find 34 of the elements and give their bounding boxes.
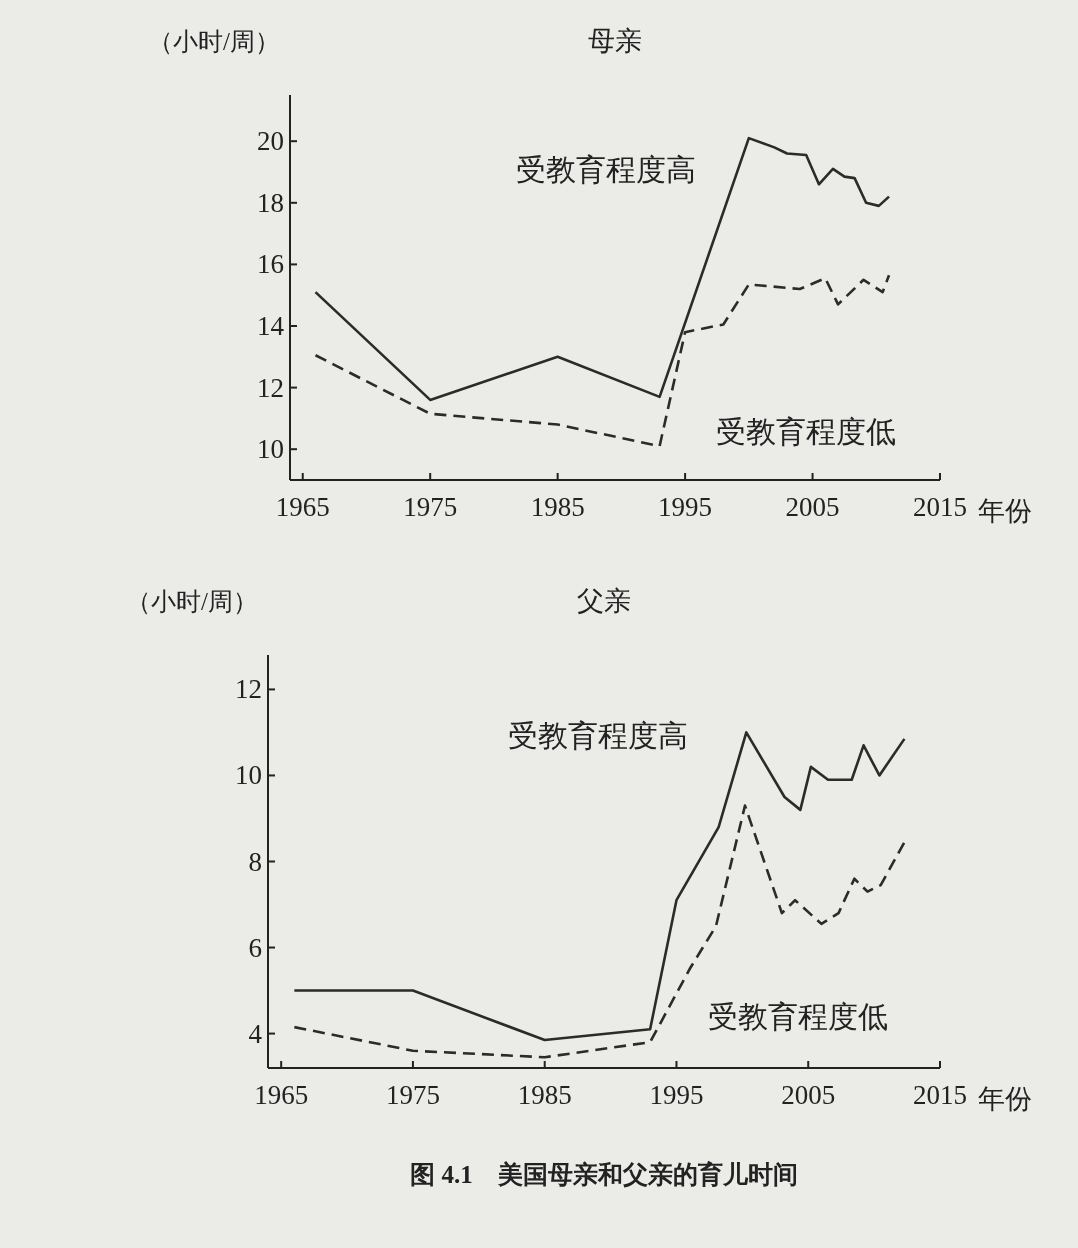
series-label: 受教育程度低 — [715, 414, 896, 448]
x-tick-label: 2015 — [913, 492, 967, 522]
y-tick-label: 14 — [257, 311, 285, 341]
x-tick-label: 1995 — [649, 1080, 704, 1110]
x-axis-title: 年份 — [978, 496, 1032, 526]
x-tick-label: 1985 — [517, 1080, 572, 1110]
x-tick-label: 1995 — [658, 492, 713, 522]
y-tick-label: 16 — [257, 249, 284, 280]
series-label: 受教育程度低 — [708, 999, 889, 1033]
y-tick-label: 6 — [248, 932, 262, 963]
x-tick-label: 2015 — [913, 1080, 967, 1110]
chart-title: 父亲 — [577, 586, 631, 616]
series-label: 受教育程度高 — [508, 718, 688, 752]
y-tick-label: 18 — [257, 187, 284, 218]
x-tick-label: 1985 — [530, 492, 585, 522]
y-tick-label: 10 — [257, 434, 284, 465]
y-tick-label: 12 — [235, 674, 262, 705]
x-tick-label: 1975 — [403, 492, 458, 522]
x-axis-title: 年份 — [978, 1084, 1032, 1114]
x-tick-label: 2005 — [781, 1080, 836, 1110]
x-tick-label: 1965 — [275, 492, 330, 522]
chart-title: 母亲 — [588, 26, 642, 56]
caption: 图 4.1 美国母亲和父亲的育儿时间 — [410, 1160, 798, 1188]
x-tick-label: 1975 — [385, 1080, 440, 1110]
y-axis-title: （小时/周） — [148, 28, 280, 55]
y-tick-label: 8 — [248, 846, 262, 877]
x-tick-label: 1965 — [254, 1080, 309, 1110]
y-tick-label: 20 — [257, 126, 284, 157]
y-axis-title: （小时/周） — [126, 588, 258, 615]
series-label: 受教育程度高 — [516, 152, 697, 186]
y-tick-label: 12 — [257, 372, 284, 403]
y-tick-label: 4 — [248, 1018, 263, 1049]
y-tick-label: 10 — [235, 760, 262, 791]
x-tick-label: 2005 — [785, 492, 840, 522]
